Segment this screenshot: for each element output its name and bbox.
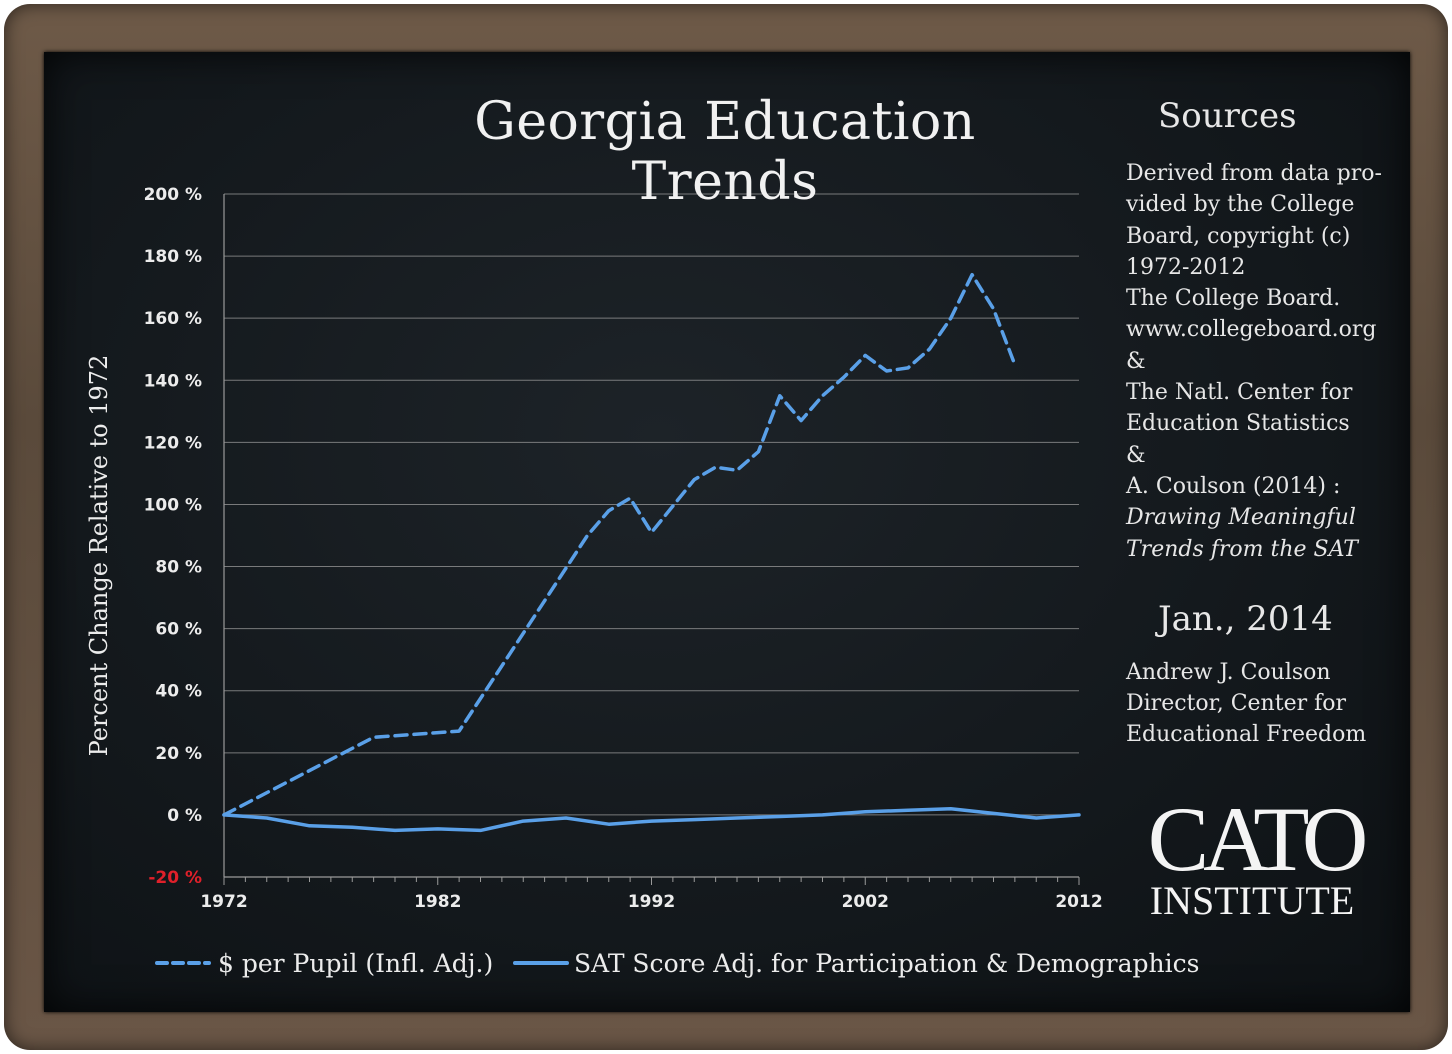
series-line-sat-score [222,806,1081,833]
logo-institute-text: INSTITUTE [1150,878,1354,920]
x-tick-label: 2002 [842,892,889,912]
sources-italic-line: Drawing Meaningful [1126,505,1356,531]
y-tick-label: 60 % [155,620,202,640]
author-line: Director, Center for [1126,691,1346,717]
sources-heading: Sources [1158,96,1297,136]
sources-line: & [1126,442,1146,468]
publication-date: Jan., 2014 [1158,598,1333,639]
sources-line: www.collegeboard.org [1126,317,1377,343]
y-tick-label: 20 % [155,744,202,764]
author-line: Andrew J. Coulson [1126,659,1331,685]
logo-cato-text: CATO [1148,792,1365,890]
x-tick-label: 1992 [628,892,675,912]
sources-line: The College Board. [1126,286,1341,312]
y-tick-label: -20 % [148,868,202,888]
sources-line: vided by the College [1126,192,1355,218]
cato-institute-logo: CATO INSTITUTE [1148,792,1370,920]
series-line-spending [222,272,1017,817]
x-tick-label: 1982 [414,892,461,912]
y-tick-label: 200 % [144,185,202,205]
y-tick-label: 180 % [144,247,202,267]
sources-line: The Natl. Center for [1126,380,1353,406]
y-tick-label: 120 % [144,433,202,453]
legend-label: SAT Score Adj. for Participation & Demog… [574,949,1199,978]
sources-line: A. Coulson (2014) : [1126,473,1341,499]
sources-panel: Sources Derived from data pro- vided by … [1126,96,1426,751]
y-tick-label: 160 % [144,309,202,329]
sources-line: Education Statistics [1126,411,1350,437]
y-tick-label: 40 % [155,682,202,702]
y-tick-label: 0 % [167,806,202,826]
chalkboard [44,52,1410,1012]
sources-line: 1972-2012 [1126,254,1246,280]
sources-line: Board, copyright (c) [1126,223,1351,249]
sources-line: & [1126,348,1146,374]
chart-title: Georgia Education Trends [474,92,976,212]
legend-label: $ per Pupil (Infl. Adj.) [218,949,493,978]
sources-line: Derived from data pro- [1126,161,1382,186]
sources-text: Derived from data pro- vided by the Coll… [1126,158,1426,565]
y-tick-label: 80 % [155,558,202,578]
author-line: Educational Freedom [1126,722,1367,748]
x-tick-label: 2012 [1055,892,1102,912]
y-tick-label: 100 % [144,495,202,515]
y-tick-label: 140 % [144,371,202,391]
author-block: Andrew J. Coulson Director, Center for E… [1126,657,1426,751]
x-tick-label: 1972 [200,892,247,912]
y-axis-title: Percent Change Relative to 1972 [85,355,113,757]
sources-italic-line: Trends from the SAT [1126,536,1358,562]
